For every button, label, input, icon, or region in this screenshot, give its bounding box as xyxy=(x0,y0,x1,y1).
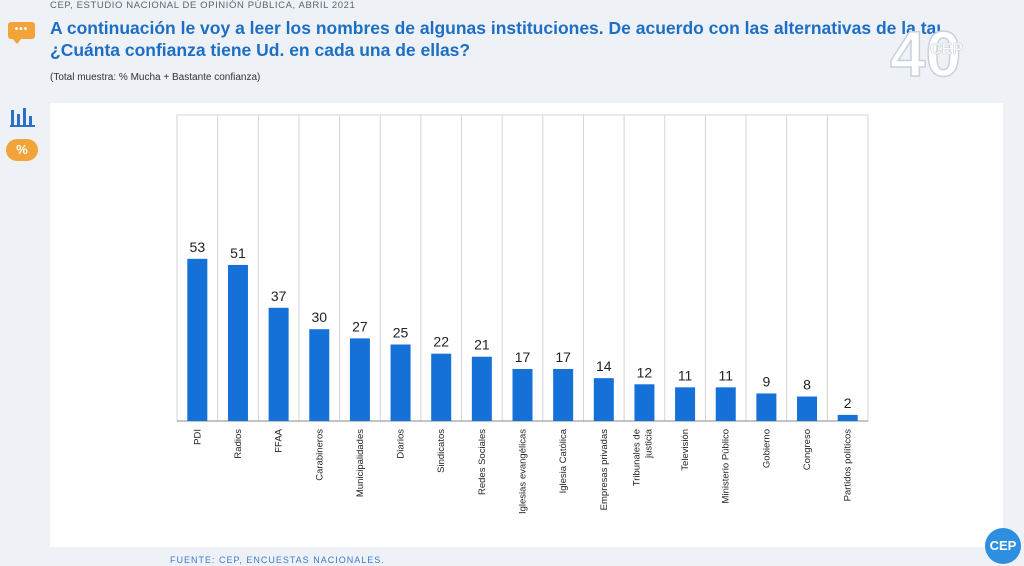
tick-label: Redes Sociales xyxy=(477,429,488,495)
data-label: 53 xyxy=(190,239,206,255)
category-label: Empresas privadas xyxy=(599,429,610,511)
chart-panel: 53 PDI 51 Radios 37 FFAA 30 Carabineros 27 Munici… xyxy=(50,103,1003,547)
data-label: 22 xyxy=(433,334,449,350)
speech-bubble-icon: ••• xyxy=(8,22,35,44)
category-label: Congreso xyxy=(802,429,813,470)
bar xyxy=(553,368,574,421)
tick-label: Ministerio Público xyxy=(721,429,732,503)
cep-badge[interactable]: CEP xyxy=(985,528,1021,564)
category-label: FFAA xyxy=(274,428,285,452)
survey-caption: CEP, ESTUDIO NACIONAL DE OPINIÓN PÚBLICA… xyxy=(50,0,356,11)
tick-label: PDI xyxy=(192,429,203,445)
category-label: Municipalidades xyxy=(355,429,366,497)
data-label: 17 xyxy=(515,349,531,365)
category-label: Televisión xyxy=(680,429,691,471)
tick-label: Tribunales de xyxy=(631,429,642,486)
category-label: Ministerio Público xyxy=(721,429,732,503)
source-note: FUENTE: CEP, ENCUESTAS NACIONALES. xyxy=(170,555,385,565)
bar xyxy=(187,258,208,421)
bar xyxy=(349,338,370,421)
data-label: 27 xyxy=(352,318,368,334)
data-label: 51 xyxy=(230,245,246,261)
tick-label: Gobierno xyxy=(761,429,772,468)
data-label: 12 xyxy=(637,364,653,380)
category-label: PDI xyxy=(192,429,203,445)
data-label: 25 xyxy=(393,325,409,341)
bar xyxy=(756,393,777,421)
bar xyxy=(431,353,452,421)
category-label: Diarios xyxy=(396,429,407,459)
tick-label: Sindicatos xyxy=(436,429,447,473)
sample-note: (Total muestra: % Mucha + Bastante confi… xyxy=(50,72,261,83)
data-label: 30 xyxy=(311,309,327,325)
bar xyxy=(268,307,289,421)
category-label: Iglesias evangélicas xyxy=(518,429,529,514)
bar xyxy=(797,396,818,421)
bar xyxy=(634,384,655,421)
category-label: Carabineros xyxy=(314,429,325,481)
tick-label: Iglesias evangélicas xyxy=(518,429,529,514)
category-label: Gobierno xyxy=(761,429,772,468)
question-title: A continuación le voy a leer los nombres… xyxy=(50,17,960,61)
percent-toggle-button[interactable]: % xyxy=(6,139,38,161)
tick-label: Diarios xyxy=(396,429,407,459)
logo-number: 40 xyxy=(890,18,961,90)
category-label: Sindicatos xyxy=(436,429,447,473)
bar-chart: 53 PDI 51 Radios 37 FFAA 30 Carabineros 27 Munici… xyxy=(176,114,869,514)
data-label: 21 xyxy=(474,337,490,353)
category-label: Tribunales de justicia xyxy=(631,428,654,486)
bar xyxy=(837,414,858,421)
tick-label: Municipalidades xyxy=(355,429,366,497)
question-line-2: ¿Cuánta confianza tiene Ud. en cada una … xyxy=(50,40,471,60)
cep-40-logo: 40 CEP xyxy=(880,14,990,94)
data-label: 2 xyxy=(844,395,852,411)
tick-label: Radios xyxy=(233,429,244,459)
bar xyxy=(675,387,696,421)
logo-text: CEP xyxy=(930,41,963,58)
category-label: Redes Sociales xyxy=(477,429,488,495)
bar xyxy=(471,356,492,421)
tick-label: Partidos políticos xyxy=(843,429,854,502)
tick-label: Iglesia Católica xyxy=(558,428,569,493)
data-label: 14 xyxy=(596,358,612,374)
data-label: 11 xyxy=(678,367,693,383)
tick-label: Carabineros xyxy=(314,429,325,481)
bar xyxy=(390,344,411,421)
data-label: 8 xyxy=(803,377,811,393)
bar xyxy=(227,264,248,421)
data-label: 9 xyxy=(762,373,770,389)
tick-label: Empresas privadas xyxy=(599,429,610,511)
question-line-1: A continuación le voy a leer los nombres… xyxy=(50,18,940,38)
tick-label: Congreso xyxy=(802,429,813,470)
category-label: Radios xyxy=(233,429,244,459)
tick-label: FFAA xyxy=(274,428,285,452)
bar xyxy=(309,329,330,421)
bar xyxy=(593,378,614,421)
bar xyxy=(715,387,736,421)
bar xyxy=(512,368,533,421)
tick-label: justicia xyxy=(643,428,654,459)
data-label: 37 xyxy=(271,288,287,304)
data-label: 17 xyxy=(555,349,571,365)
category-label: Partidos políticos xyxy=(843,429,854,502)
tick-label: Televisión xyxy=(680,429,691,471)
bar-chart-icon[interactable] xyxy=(10,106,36,128)
category-label: Iglesia Católica xyxy=(558,428,569,493)
data-label: 11 xyxy=(718,367,733,383)
